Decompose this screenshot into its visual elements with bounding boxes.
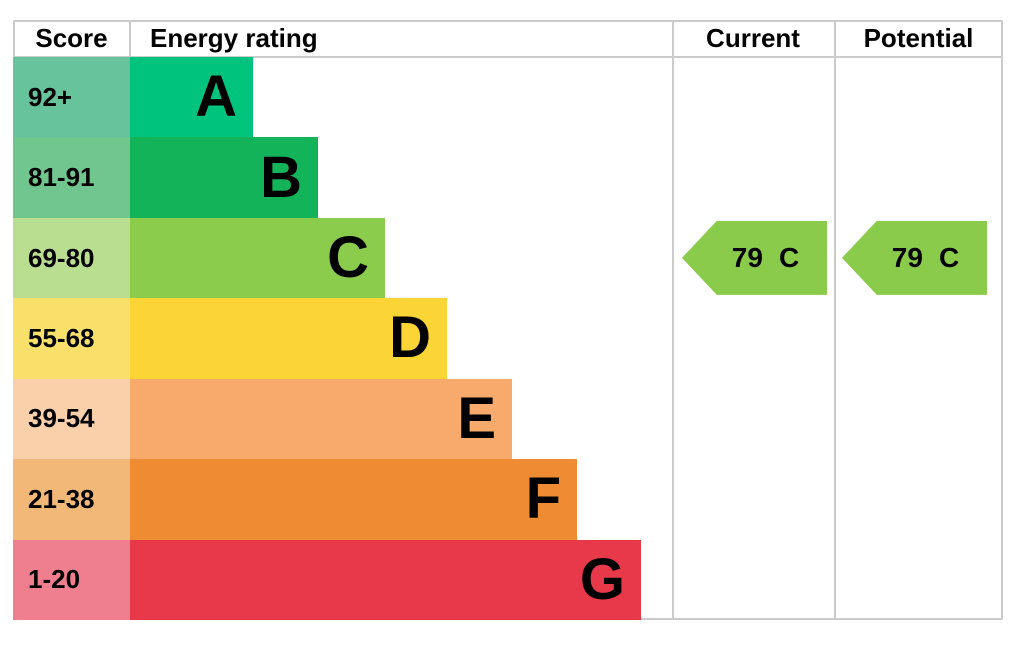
rating-bar: B: [130, 137, 318, 218]
rating-bar: F: [130, 459, 577, 540]
band-letter: D: [389, 305, 431, 371]
potential-rating-score: 79: [891, 241, 923, 273]
rating-bar: G: [130, 539, 641, 620]
band-row: 69-80 C: [13, 217, 1003, 299]
epc-table: Score Energy rating Current Potential 92…: [13, 20, 1003, 620]
current-rating-letter: C: [778, 241, 800, 273]
score-cell: 21-38: [13, 459, 130, 540]
current-column-header: Current: [706, 23, 800, 53]
score-column-header: Score: [35, 23, 108, 53]
band-letter: B: [260, 144, 302, 210]
band-letter: F: [525, 466, 561, 532]
table-top-border: [13, 20, 1003, 22]
score-cell: 39-54: [13, 378, 130, 460]
rating-bar: A: [130, 57, 253, 138]
score-cell: 55-68: [13, 298, 130, 379]
header-row: Score Energy rating Current Potential: [13, 20, 1003, 57]
rating-bar: E: [130, 378, 512, 460]
score-cell: 1-20: [13, 539, 130, 620]
rating-bar: C: [130, 217, 385, 299]
energy-rating-column-header: Energy rating: [150, 23, 318, 53]
band-row: 81-91 B: [13, 137, 1003, 218]
current-rating-arrow: 79 C: [682, 220, 827, 295]
table-right-border: [1001, 20, 1003, 620]
band-letter: E: [457, 385, 496, 451]
potential-column-header: Potential: [863, 23, 974, 53]
band-letter: C: [327, 225, 369, 291]
current-column-divider: [672, 20, 674, 620]
score-column-left-border: [13, 20, 15, 57]
score-cell: 92+: [13, 57, 130, 138]
band-row: 1-20 G: [13, 539, 1003, 620]
score-cell: 69-80: [13, 217, 130, 299]
potential-rating-arrow: 79 C: [842, 220, 987, 295]
potential-column-divider: [834, 20, 836, 620]
band-row: 21-38 F: [13, 459, 1003, 540]
band-letter: A: [195, 64, 237, 130]
potential-rating-letter: C: [938, 241, 960, 273]
header-bottom-border: [13, 56, 1003, 58]
score-cell: 81-91: [13, 137, 130, 218]
score-column-right-border: [129, 20, 131, 57]
band-row: 92+ A: [13, 57, 1003, 138]
band-rows: 92+ A 81-91 B 69-80 C 55-68 D 39-54 E 21…: [13, 57, 1003, 620]
band-row: 55-68 D: [13, 298, 1003, 379]
rating-bar: D: [130, 298, 447, 379]
band-row: 39-54 E: [13, 378, 1003, 460]
band-letter: G: [579, 546, 625, 612]
current-rating-score: 79: [731, 241, 763, 273]
